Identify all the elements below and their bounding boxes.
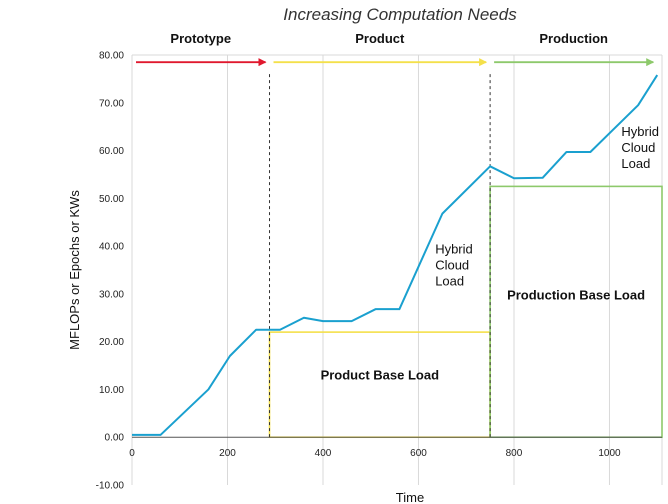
x-tick-label: 0 (129, 448, 135, 459)
y-tick-label: 30.00 (99, 289, 124, 300)
x-tick-label: 400 (315, 448, 332, 459)
annotation: Hybrid Cloud Load (435, 241, 473, 288)
phase-dividers (269, 74, 491, 438)
annotation: Hybrid Cloud Load (621, 124, 659, 171)
phase-label: Prototype (170, 31, 231, 46)
series-line (132, 74, 659, 436)
annotation-line: Hybrid (621, 124, 659, 139)
y-axis-label: MFLOPs or Epochs or KWs (67, 190, 82, 350)
y-tick-label: 20.00 (99, 337, 124, 348)
base-load-label: Product Base Load (321, 367, 440, 382)
base-load-label: Production Base Load (507, 287, 645, 302)
phase-label: Product (355, 31, 405, 46)
y-tick-label: 40.00 (99, 242, 124, 253)
annotation-line: Hybrid (435, 241, 473, 256)
x-tick-label: 600 (410, 448, 427, 459)
y-tick-label: 0.00 (105, 433, 125, 444)
annotation-line: Cloud (435, 257, 469, 272)
y-tick-label: 60.00 (99, 146, 124, 157)
annotation-line: Cloud (621, 140, 655, 155)
y-tick-label: 80.00 (99, 51, 124, 62)
annotation-line: Load (435, 273, 464, 288)
base-load-box (268, 331, 491, 439)
annotation-line: Load (621, 156, 650, 171)
y-tick-label: 50.00 (99, 194, 124, 205)
y-tick-label: -10.00 (96, 481, 125, 492)
x-tick-label: 200 (219, 448, 236, 459)
phase-label: Production (539, 31, 608, 46)
base-load-box (489, 185, 663, 439)
series (132, 74, 659, 436)
axes: -10.00 0.00 10.00 20.00 30.00 40.00 50.00 60.00… (96, 51, 662, 492)
x-axis-label: Time (396, 490, 424, 504)
grid (131, 54, 663, 485)
chart-title: Increasing Computation Needs (283, 5, 517, 24)
y-tick-label: 70.00 (99, 98, 124, 109)
x-tick-label: 1000 (598, 448, 621, 459)
x-tick-label: 800 (506, 448, 523, 459)
chart-labels: Product Base Load Production Base Load Pro… (170, 31, 659, 382)
y-tick-label: 10.00 (99, 385, 124, 396)
base-load-boxes (268, 185, 663, 439)
